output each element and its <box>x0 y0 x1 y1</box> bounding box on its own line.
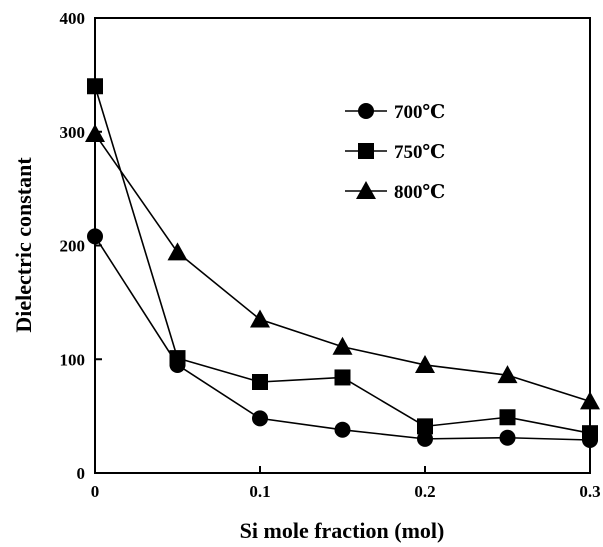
y-tick-label: 100 <box>60 350 86 369</box>
data-point-square <box>87 78 103 95</box>
data-point-triangle <box>332 336 353 355</box>
data-point-square <box>417 418 433 435</box>
x-tick-label: 0 <box>91 482 100 501</box>
legend-item: 700℃ <box>345 102 445 123</box>
data-point-circle <box>252 410 268 427</box>
data-point-square <box>334 369 351 386</box>
data-point-circle <box>87 228 103 245</box>
y-axis-title: Dielectric constant <box>11 157 36 333</box>
data-point-square <box>499 409 516 426</box>
legend-item: 800℃ <box>345 181 445 203</box>
x-axis-title: Si mole fraction (mol) <box>240 518 445 543</box>
y-tick-label: 300 <box>60 123 86 142</box>
legend-marker-square <box>358 143 374 159</box>
series-layer <box>85 78 600 449</box>
data-point-triangle <box>497 365 518 384</box>
plot-frame <box>94 17 591 474</box>
data-point-square <box>169 350 186 367</box>
legend-marker-circle <box>358 103 374 119</box>
y-tick-label: 0 <box>77 464 86 483</box>
series-triangle <box>85 124 600 410</box>
legend-label: 800℃ <box>394 182 445 203</box>
legend-item: 750℃ <box>345 142 445 163</box>
data-point-triangle <box>250 309 270 328</box>
data-point-circle <box>417 430 433 447</box>
legend-marker-triangle <box>356 181 376 199</box>
series-line <box>94 133 591 403</box>
x-axis-ticks: 0 0.1 0.2 0.3 <box>91 466 601 501</box>
data-point-circle <box>499 429 516 446</box>
data-point-square <box>582 425 598 442</box>
x-tick-label: 0.3 <box>579 482 600 501</box>
legend: 700℃ 750℃ 800℃ <box>345 102 445 203</box>
y-tick-label: 400 <box>60 9 86 28</box>
data-point-square <box>252 374 268 390</box>
y-tick-label: 200 <box>60 237 86 256</box>
legend-label: 700℃ <box>394 102 445 123</box>
data-point-circle <box>334 421 351 438</box>
data-point-triangle <box>415 354 435 373</box>
data-point-triangle <box>167 242 188 261</box>
legend-label: 750℃ <box>394 142 445 163</box>
x-tick-label: 0.2 <box>414 482 435 501</box>
x-tick-label: 0.1 <box>249 482 270 501</box>
data-point-triangle <box>85 124 105 143</box>
data-point-triangle <box>580 391 600 410</box>
series-square <box>87 78 598 442</box>
